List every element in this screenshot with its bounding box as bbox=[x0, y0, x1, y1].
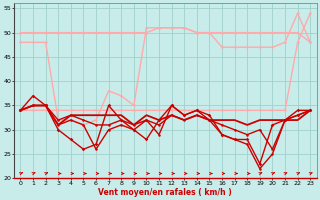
X-axis label: Vent moyen/en rafales ( km/h ): Vent moyen/en rafales ( km/h ) bbox=[99, 188, 232, 197]
